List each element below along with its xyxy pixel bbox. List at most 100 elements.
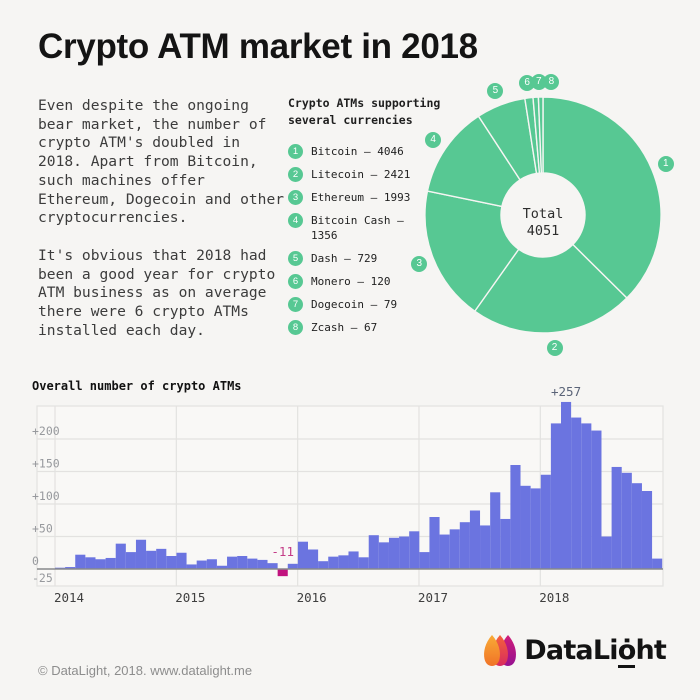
legend-item-bitcoin-cash: 4 Bitcoin Cash – 1356	[288, 213, 438, 243]
bar-month-7	[125, 552, 136, 569]
bar-month-36	[419, 552, 430, 569]
bar-month-6	[115, 543, 126, 569]
bar-month-34	[399, 536, 410, 569]
bar-month-28	[338, 555, 349, 569]
legend-badge: 1	[288, 144, 303, 159]
bar-month-38	[439, 534, 450, 569]
legend-item-dogecoin: 7 Dogecoin – 79	[288, 297, 438, 312]
bar-month-9	[146, 550, 157, 569]
bar-month-48	[540, 474, 551, 569]
bar-month-2	[75, 554, 86, 569]
bar-month-18	[237, 556, 248, 569]
page-title: Crypto ATM market in 2018	[38, 27, 478, 66]
bar-month-4	[95, 559, 106, 569]
legend-label: Ethereum – 1993	[311, 191, 411, 204]
donut-badge-1: 1	[657, 155, 674, 172]
bar-month-17	[227, 556, 238, 569]
bar-month-12	[176, 552, 187, 569]
donut-total-label: Total	[522, 206, 564, 222]
donut-center-label: Total 4051	[523, 206, 564, 240]
legend-label: Dogecoin – 79	[311, 298, 398, 311]
y-tick-label: +200	[32, 424, 60, 438]
bar-month-51	[571, 417, 582, 569]
legend-badge: 4	[288, 213, 303, 228]
legend-badge: 8	[288, 320, 303, 335]
bar-month-11	[166, 556, 177, 569]
bar-annotation-+257: +257	[551, 384, 581, 399]
bar-month-53	[591, 430, 602, 569]
legend-badge: 5	[288, 251, 303, 266]
legend-badge: 7	[288, 297, 303, 312]
donut-slice-ethereum	[424, 190, 520, 312]
logo-text-g: ȯ	[617, 636, 636, 669]
x-tick-label-2014: 2014	[54, 590, 84, 605]
legend-item-bitcoin: 1 Bitcoin – 4046	[288, 144, 438, 159]
y-tick-label: +100	[32, 489, 60, 503]
bar-month-3	[85, 557, 96, 569]
bar-month-50	[561, 401, 572, 569]
bar-month-33	[388, 537, 400, 569]
bar-month-57	[631, 483, 642, 569]
legend-label: Bitcoin Cash – 1356	[311, 214, 404, 242]
bar-month-44	[500, 518, 511, 569]
donut-legend-heading: Crypto ATMs supporting several currencie…	[288, 96, 441, 127]
x-tick-label-2016: 2016	[297, 590, 327, 605]
bar-month-40	[459, 522, 470, 569]
footer-copyright: © DataLight, 2018. www.datalight.me	[38, 663, 253, 678]
bar-month-20	[257, 559, 268, 569]
y-tick-label: +50	[32, 522, 53, 536]
bar-month-19	[247, 558, 258, 569]
logo-petal-1	[484, 635, 501, 666]
donut-badge-3: 3	[411, 255, 428, 272]
legend-label: Dash – 729	[311, 252, 378, 265]
intro-paragraph-1: Even despite the ongoing bear market, th…	[38, 97, 285, 227]
bar-month-31	[368, 535, 379, 569]
x-tick-label-2015: 2015	[175, 590, 205, 605]
bar-month-41	[469, 510, 481, 569]
bar-month-22	[277, 569, 288, 577]
bar-month-46	[520, 485, 531, 569]
legend-label: Bitcoin – 4046	[311, 145, 404, 158]
datalight-logo: DataLiȯht	[483, 632, 667, 670]
datalight-logo-wordmark: DataLiȯht	[524, 635, 667, 669]
legend-badge: 2	[288, 167, 303, 182]
legend-item-zcash: 8 Zcash – 67	[288, 320, 438, 335]
bar-month-23	[287, 563, 298, 569]
bar-month-30	[358, 557, 369, 569]
bar-month-8	[135, 539, 147, 569]
y-tick-label: +150	[32, 457, 60, 471]
donut-slice-litecoin	[474, 243, 628, 334]
x-tick-label-2018: 2018	[539, 590, 569, 605]
donut-chart	[424, 96, 662, 334]
bar-month-1	[65, 567, 76, 569]
bar-month-27	[328, 556, 339, 569]
bar-month-13	[186, 564, 197, 569]
donut-legend: 1 Bitcoin – 4046 2 Litecoin – 2421 3 Ethereum…	[288, 144, 438, 343]
plot-border	[36, 405, 664, 587]
legend-label: Monero – 120	[311, 275, 391, 288]
bar-chart-title: Overall number of crypto ATMs	[32, 379, 242, 393]
legend-item-ethereum: 3 Ethereum – 1993	[288, 190, 438, 205]
bar-month-55	[611, 466, 622, 569]
intro-paragraph-2: It's obvious that 2018 had been a good y…	[38, 246, 276, 339]
donut-badge-8: 8	[543, 74, 560, 91]
bar-month-52	[581, 423, 592, 569]
bar-annotation--11: -11	[271, 544, 294, 559]
bar-month-16	[216, 565, 228, 569]
bar-month-25	[308, 549, 319, 569]
bar-month-49	[550, 423, 561, 569]
bar-month-26	[318, 561, 329, 569]
bar-month-37	[429, 517, 440, 569]
bar-month-54	[601, 536, 612, 569]
legend-item-monero: 6 Monero – 120	[288, 274, 438, 289]
bar-month-39	[449, 529, 460, 569]
bar-month-58	[641, 491, 653, 569]
y-tick-label: 0	[32, 554, 39, 568]
bar-month-56	[621, 472, 632, 569]
bar-month-21	[267, 563, 278, 569]
bar-month-43	[490, 492, 501, 569]
legend-item-litecoin: 2 Litecoin – 2421	[288, 167, 438, 182]
bar-month-5	[105, 557, 116, 569]
bar-month-24	[297, 541, 308, 569]
